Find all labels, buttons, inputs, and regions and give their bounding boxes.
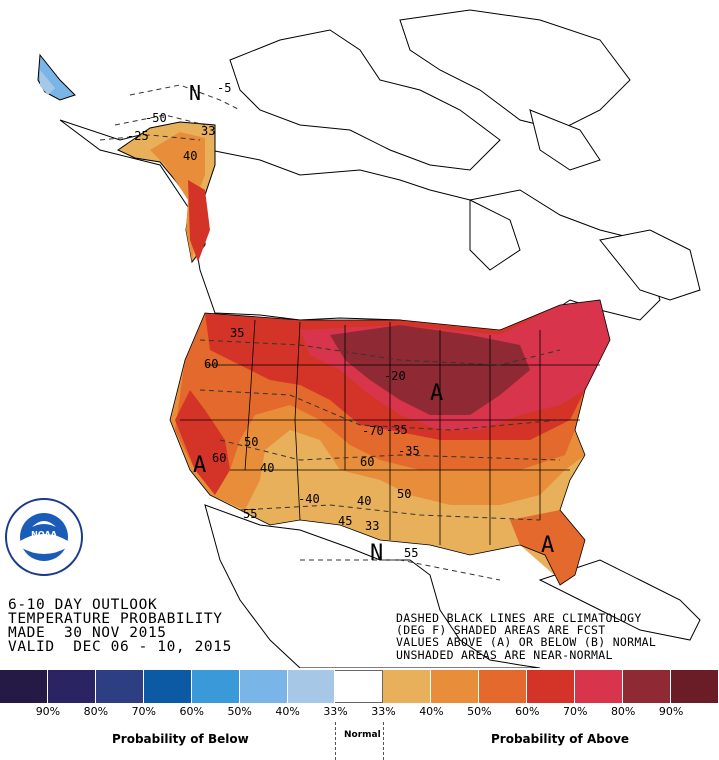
svg-text:NOAA: NOAA [31,530,57,539]
legend-tick-7: 33% [371,705,396,718]
legend-tick-11: 70% [563,705,588,718]
svg-text:45: 45 [338,514,352,528]
svg-text:50: 50 [244,435,258,449]
svg-text:-5: -5 [217,81,231,95]
svg-text:60: 60 [360,455,374,469]
legend-below-label: Probability of Below [112,732,249,746]
normal-divider-left [335,722,336,760]
legend-tick-8: 40% [419,705,444,718]
legend-tick-13: 90% [658,705,684,718]
legend-tick-5: 40% [275,705,300,718]
label-a-florida: A [541,533,554,558]
svg-text:60: 60 [212,451,226,465]
title-line-2: TEMPERATURE PROBABILITY [8,611,223,627]
svg-text:-25: -25 [127,129,149,143]
title-block: 6-10 DAY OUTLOOK TEMPERATURE PROBABILITY M… [8,597,232,655]
legend-tick-1: 80% [83,705,109,718]
climatology-lines [99,84,561,581]
legend-tick-6: 33% [323,705,348,718]
note-line-1: DASHED BLACK LINES ARE CLIMATOLOGY [396,611,642,625]
mexico-outline [204,504,701,668]
label-n-alaska: N [189,81,201,105]
svg-text:40: 40 [260,461,274,475]
outlook-map: N A A A N -5 -50 -25 33 40 35 60 50 60 4… [37,9,701,668]
svg-text:33: 33 [365,519,379,533]
legend-ticks: 90% 80% 70% 60% 50% 40% 33% 33% 40% 50% 60% 70% 80% 9… [0,705,719,721]
zone-90 [330,325,530,415]
legend-swatch-13 [622,670,671,703]
contour-labels: -5 -50 -25 33 40 35 60 50 60 40 -20 -70 … [127,81,420,560]
legend-tick-3: 60% [179,705,204,718]
legend-swatch-7 [335,670,384,703]
legend-swatch-4 [191,670,240,703]
legend-swatch-9 [431,670,480,703]
legend-swatch-12 [575,670,623,703]
label-a-midwest: A [430,381,443,406]
legend-swatch-8 [383,670,432,703]
svg-text:55: 55 [243,507,257,521]
label-n-mexico: N [370,541,383,566]
alaska-shading [37,53,216,264]
normal-divider-right [383,722,384,760]
svg-text:-50: -50 [145,111,167,125]
legend-swatch-10 [479,670,528,703]
svg-text:55: 55 [404,546,418,560]
title-line-4: VALID DEC 06 - 10, 2015 [8,639,232,655]
state-boundaries [169,299,611,586]
note-line-4: UNSHADED AREAS ARE NEAR-NORMAL [396,647,613,662]
legend-swatch-6 [287,670,336,703]
title-line-1: 6-10 DAY OUTLOOK [8,597,158,613]
svg-text:33: 33 [201,124,215,138]
notes-block: DASHED BLACK LINES ARE CLIMATOLOGY (DEG F… [396,612,656,661]
svg-text:40: 40 [183,149,197,163]
noaa-logo: NOAA [5,498,83,576]
legend-tick-12: 80% [610,705,636,718]
legend-normal-label: Normal [344,730,381,740]
svg-text:-20: -20 [384,369,406,383]
legend-swatch-3 [143,670,192,703]
legend-swatch-2 [95,670,144,703]
legend-swatch-5 [239,670,288,703]
zone-west-dark [175,390,230,495]
legend-swatch-11 [527,670,576,703]
svg-text:50: 50 [397,487,411,501]
note-line-2: (DEG F) SHADED AREAS ARE FCST [396,623,606,638]
legend-swatch-14 [670,670,719,703]
legend-color-scale [0,670,719,703]
svg-text:40: 40 [357,494,371,508]
note-line-3: VALUES ABOVE (A) OR BELOW (B) NORMAL [396,635,657,650]
region-labels: N A A A N [189,81,554,566]
svg-text:-40: -40 [298,492,320,506]
svg-text:60: 60 [204,357,218,371]
svg-text:-70: -70 [362,424,384,438]
legend-tick-10: 60% [515,705,540,718]
legend-tick-0: 90% [35,705,61,718]
legend-above-label: Probability of Above [491,732,630,746]
svg-text:-35: -35 [386,423,408,437]
legend-tick-2: 70% [131,705,157,718]
legend-swatch-0 [0,670,48,703]
svg-text:35: 35 [230,326,244,340]
legend-tick-9: 50% [467,705,492,718]
label-a-west: A [193,453,206,478]
title-line-3: MADE 30 NOV 2015 [8,625,167,641]
zone-florida [510,510,585,585]
legend-swatch-1 [47,670,96,703]
legend-tick-4: 50% [227,705,252,718]
land-outlines [59,9,701,331]
svg-text:-35: -35 [398,444,420,458]
